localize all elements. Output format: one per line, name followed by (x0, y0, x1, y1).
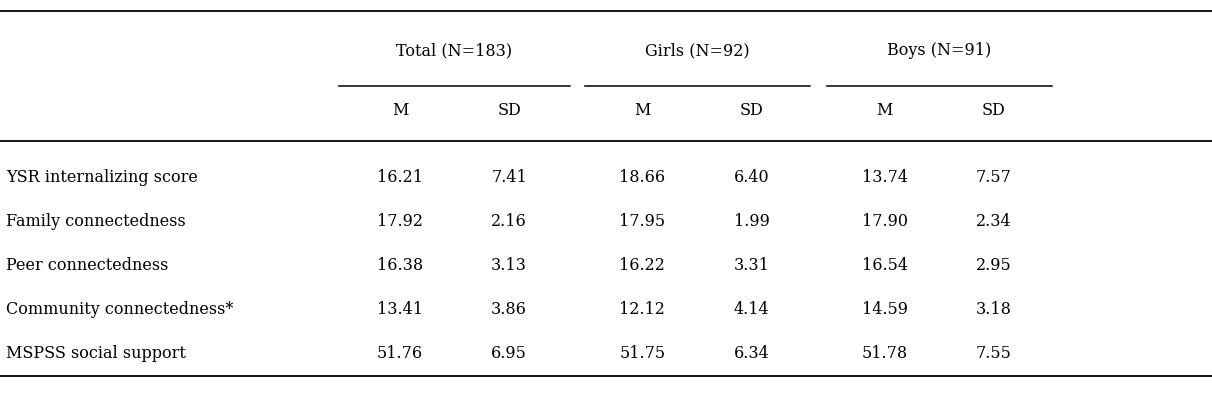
Text: 7.41: 7.41 (491, 169, 527, 186)
Text: 51.75: 51.75 (619, 345, 665, 362)
Text: 2.95: 2.95 (976, 257, 1012, 274)
Text: 7.57: 7.57 (976, 169, 1012, 186)
Text: 12.12: 12.12 (619, 301, 665, 318)
Text: Girls (N=92): Girls (N=92) (645, 42, 749, 59)
Text: 13.41: 13.41 (377, 301, 423, 318)
Text: YSR internalizing score: YSR internalizing score (6, 169, 198, 186)
Text: M: M (876, 102, 893, 119)
Text: Total (N=183): Total (N=183) (396, 42, 513, 59)
Text: 2.16: 2.16 (491, 213, 527, 230)
Text: 3.18: 3.18 (976, 301, 1012, 318)
Text: 17.92: 17.92 (377, 213, 423, 230)
Text: 2.34: 2.34 (976, 213, 1012, 230)
Text: Family connectedness: Family connectedness (6, 213, 185, 230)
Text: 17.95: 17.95 (619, 213, 665, 230)
Text: 13.74: 13.74 (862, 169, 908, 186)
Text: 6.34: 6.34 (733, 345, 770, 362)
Text: 6.95: 6.95 (491, 345, 527, 362)
Text: 16.38: 16.38 (377, 257, 423, 274)
Text: 14.59: 14.59 (862, 301, 908, 318)
Text: Peer connectedness: Peer connectedness (6, 257, 168, 274)
Text: M: M (634, 102, 651, 119)
Text: M: M (391, 102, 408, 119)
Text: Community connectedness*: Community connectedness* (6, 301, 234, 318)
Text: 16.22: 16.22 (619, 257, 665, 274)
Text: 17.90: 17.90 (862, 213, 908, 230)
Text: 51.76: 51.76 (377, 345, 423, 362)
Text: SD: SD (982, 102, 1006, 119)
Text: 3.86: 3.86 (491, 301, 527, 318)
Text: SD: SD (497, 102, 521, 119)
Text: 4.14: 4.14 (733, 301, 770, 318)
Text: 7.55: 7.55 (976, 345, 1012, 362)
Text: MSPSS social support: MSPSS social support (6, 345, 185, 362)
Text: 16.21: 16.21 (377, 169, 423, 186)
Text: 18.66: 18.66 (619, 169, 665, 186)
Text: 3.13: 3.13 (491, 257, 527, 274)
Text: 6.40: 6.40 (733, 169, 770, 186)
Text: 16.54: 16.54 (862, 257, 908, 274)
Text: SD: SD (739, 102, 764, 119)
Text: Boys (N=91): Boys (N=91) (887, 42, 991, 59)
Text: 3.31: 3.31 (733, 257, 770, 274)
Text: 1.99: 1.99 (733, 213, 770, 230)
Text: 51.78: 51.78 (862, 345, 908, 362)
